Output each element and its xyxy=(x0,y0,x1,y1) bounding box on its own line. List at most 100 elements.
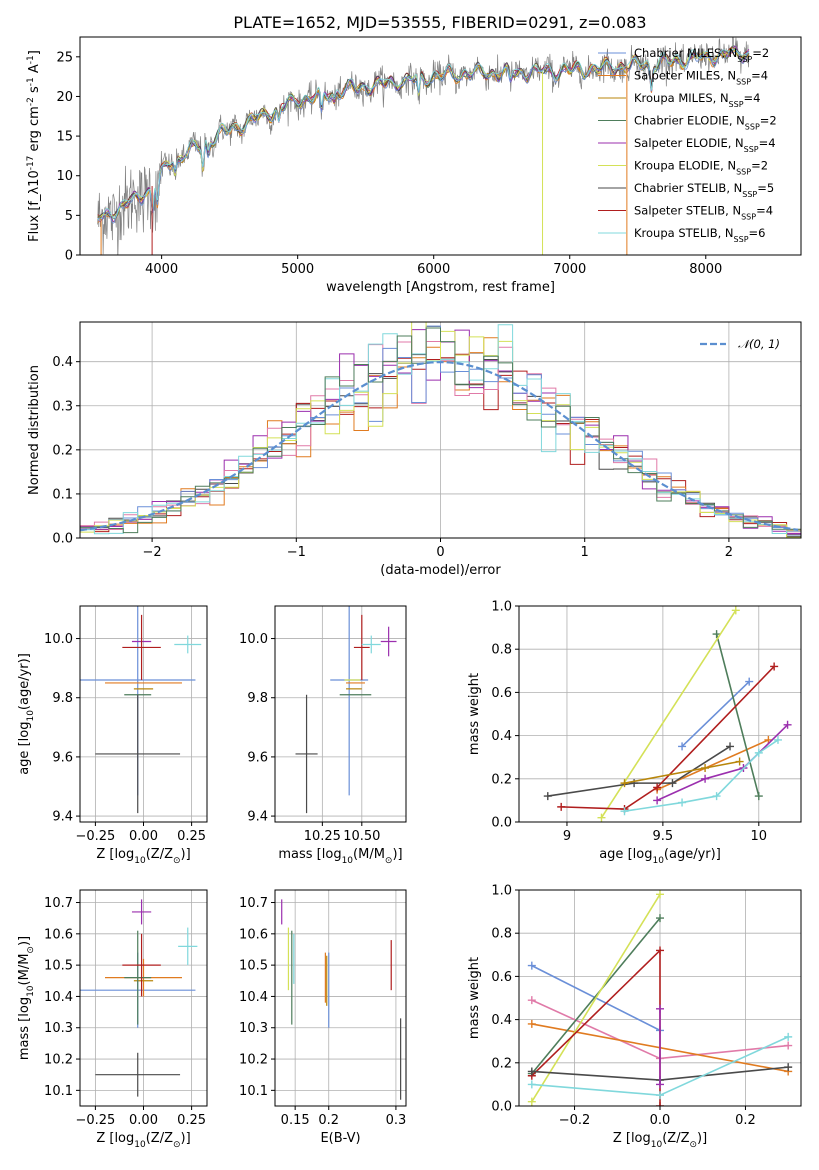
y-tick-label: 10.7 xyxy=(239,896,268,911)
y-tick-label: 0.4 xyxy=(491,729,512,744)
weight-marker xyxy=(745,677,754,686)
y-tick-label: 9.6 xyxy=(247,750,268,765)
y-tick-label: 0.3 xyxy=(52,399,73,414)
plot-area xyxy=(295,606,397,814)
legend-entry: Kroupa ELODIE, NSSP=2 xyxy=(634,159,768,177)
x-tick-label: 9.5 xyxy=(653,829,674,844)
model-spectrum xyxy=(97,50,750,224)
y-tick-label: 10.5 xyxy=(239,959,268,974)
x-tick-label: 0.2 xyxy=(318,1113,339,1128)
normal-curve xyxy=(80,361,799,532)
weight-marker xyxy=(773,735,782,744)
legend-entry: Chabrier STELIB, NSSP=5 xyxy=(634,181,774,199)
x-tick-label: 4000 xyxy=(145,262,178,277)
weight-marker xyxy=(597,813,606,822)
y-axis-label: mass weight xyxy=(467,673,482,755)
weight-marker xyxy=(668,779,677,788)
weight-line xyxy=(547,745,731,797)
residuals-panel: −2 −1 0 1 2 0.0 0.1 0.2 0.3 0.4 (data-model)/error… xyxy=(27,321,802,578)
y-tick-label: 10.0 xyxy=(44,632,73,647)
axes-frame xyxy=(518,605,802,823)
weight-line xyxy=(656,724,789,802)
weight-marker xyxy=(784,1063,793,1072)
weight-marker xyxy=(656,914,664,923)
y-tick-label: 0.2 xyxy=(52,443,73,458)
age-vs-metallicity-panel: −0.25 0.00 0.25 9.4 9.6 9.8 10.0 Z [log10(Z/Z⊙)… xyxy=(17,605,208,866)
legend-entry: Salpeter STELIB, NSSP=4 xyxy=(634,204,773,222)
weight-marker xyxy=(656,1091,664,1100)
residual-histogram xyxy=(80,327,801,534)
x-tick-label: 0.0 xyxy=(650,1113,671,1128)
plot-area xyxy=(80,606,202,814)
weight-marker xyxy=(543,792,552,801)
x-tick-label: 0.25 xyxy=(177,829,206,844)
weight-marker xyxy=(770,662,779,671)
weight-vs-age-panel: 9 9.5 10 0.0 0.2 0.4 0.6 0.8 1.0 age [log10(age/y… xyxy=(467,600,802,866)
plot-area xyxy=(80,322,801,538)
x-tick-label: 8000 xyxy=(689,262,722,277)
x-tick-label: 7000 xyxy=(553,262,586,277)
y-tick-label: 9.4 xyxy=(247,810,268,825)
x-axis-label: E(B-V) xyxy=(320,1131,360,1146)
y-tick-label: 10.0 xyxy=(239,632,268,647)
y-tick-label: 10.4 xyxy=(239,990,268,1005)
x-tick-label: 5000 xyxy=(281,262,314,277)
x-tick-label: 10.25 xyxy=(304,829,341,844)
y-tick-label: 15 xyxy=(56,130,73,145)
x-tick-label: −0.25 xyxy=(75,1113,115,1128)
y-axis-label: age [log10(age/yr)] xyxy=(17,653,36,775)
y-tick-label: 10.1 xyxy=(44,1084,73,1099)
x-tick-label: 6000 xyxy=(417,262,450,277)
y-tick-label: 10 xyxy=(56,169,73,184)
weight-marker xyxy=(653,796,662,805)
y-tick-label: 0.0 xyxy=(491,816,512,831)
x-axis-label: Z [log10(Z/Z⊙)] xyxy=(613,1131,707,1150)
weight-marker xyxy=(656,1102,664,1106)
y-axis-label: Flux [f_λ10-17 erg cm-2 s-1 A-1] xyxy=(26,50,42,242)
weight-marker xyxy=(701,774,710,783)
weight-marker xyxy=(656,890,664,899)
weight-marker xyxy=(712,630,721,639)
y-tick-label: 0 xyxy=(65,249,73,264)
x-axis-label: (data-model)/error xyxy=(380,563,501,578)
weight-line xyxy=(624,739,779,812)
plot-area xyxy=(527,890,793,1106)
y-tick-label: 0.0 xyxy=(491,1100,512,1115)
legend-entry: Salpeter ELODIE, NSSP=4 xyxy=(634,136,776,154)
spectrum-panel: 4000 5000 6000 7000 8000 0 5 10 15 20 25 wavelength… xyxy=(26,36,802,295)
x-axis-label: Z [log10(Z/Z⊙)] xyxy=(96,1131,190,1150)
x-tick-label: 0 xyxy=(436,545,444,560)
weight-marker xyxy=(527,1080,536,1089)
x-tick-label: 9 xyxy=(563,829,571,844)
y-tick-label: 0.4 xyxy=(52,355,73,370)
x-tick-label: 0.15 xyxy=(281,1113,310,1128)
weight-marker xyxy=(656,1004,664,1013)
x-tick-label: 1 xyxy=(581,545,589,560)
y-tick-label: 0.8 xyxy=(491,927,512,942)
weight-marker xyxy=(527,996,536,1005)
y-tick-label: 9.8 xyxy=(52,691,73,706)
weight-marker xyxy=(726,742,735,751)
weight-marker xyxy=(678,742,687,751)
weight-line xyxy=(561,665,775,810)
weight-line xyxy=(531,893,661,1103)
y-tick-label: 9.4 xyxy=(52,810,73,825)
model-spectrum xyxy=(97,48,750,221)
plot-area xyxy=(281,899,402,1100)
residual-histogram xyxy=(80,322,801,538)
x-axis-label: age [log10(age/yr)] xyxy=(599,847,721,866)
y-tick-label: 10.3 xyxy=(44,1021,73,1036)
weight-marker xyxy=(620,807,629,816)
x-tick-label: 10.50 xyxy=(343,829,380,844)
weight-marker xyxy=(783,720,792,729)
legend-entry: Chabrier ELODIE, NSSP=2 xyxy=(634,114,777,132)
axes-frame xyxy=(79,36,802,256)
y-tick-label: 10.3 xyxy=(239,1021,268,1036)
weight-marker xyxy=(731,606,740,615)
axes-frame xyxy=(274,605,407,823)
y-tick-label: 10.6 xyxy=(44,927,73,942)
y-tick-label: 0.6 xyxy=(491,686,512,701)
y-tick-label: 20 xyxy=(56,90,73,105)
legend-entry: Chabrier MILES, NSSP=2 xyxy=(634,46,769,64)
x-tick-label: 0.3 xyxy=(386,1113,407,1128)
